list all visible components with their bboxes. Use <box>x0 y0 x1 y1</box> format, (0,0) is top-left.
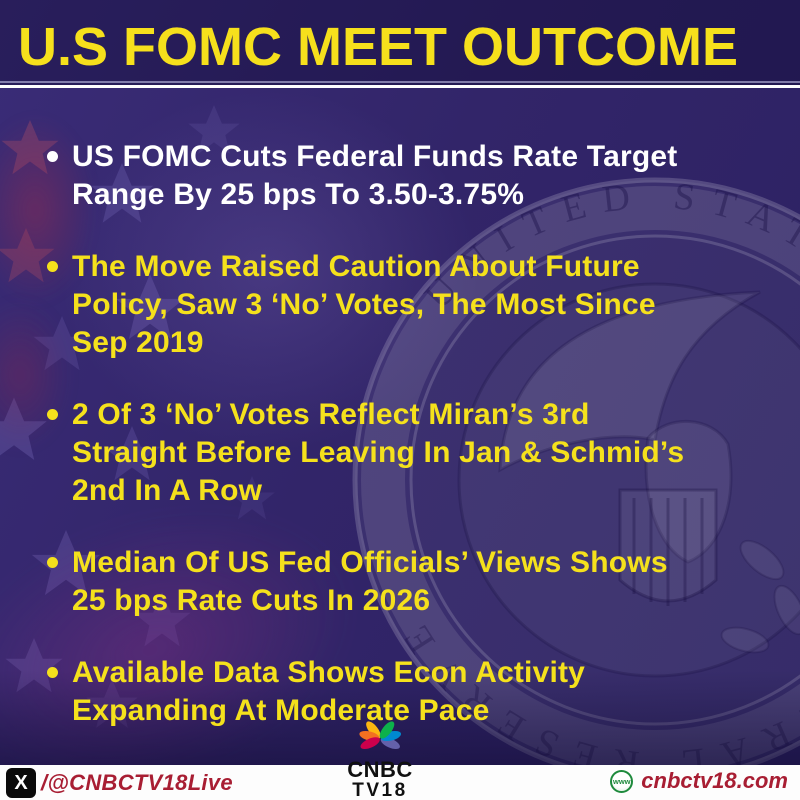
bullet-dot <box>47 261 58 272</box>
bullet-text: 2 Of 3 ‘No’ Votes Reflect Miran’s 3rd St… <box>72 398 685 507</box>
bullet-list: US FOMC Cuts Federal Funds Rate Target R… <box>0 138 800 764</box>
bullet-dot <box>47 409 58 420</box>
bullet-text: US FOMC Cuts Federal Funds Rate Target R… <box>72 140 678 211</box>
header-separator-thin <box>0 81 800 83</box>
bullet-dot <box>47 557 58 568</box>
bullet-text: Available Data Shows Econ Activity Expan… <box>72 656 586 727</box>
footer-website: www cnbctv18.com <box>610 768 788 794</box>
cnbc-tv18-logo: CNBC TV18 <box>347 718 413 800</box>
bullet-item: Median Of US Fed Officials’ Views Shows … <box>0 544 800 620</box>
x-twitter-icon[interactable]: X <box>6 768 36 798</box>
page-title: U.S FOMC MEET OUTCOME <box>18 17 738 77</box>
www-globe-icon[interactable]: www <box>610 769 634 793</box>
header-separator <box>0 85 800 88</box>
footer-bar <box>0 765 800 800</box>
bullet-dot <box>47 151 58 162</box>
bullet-item: 2 Of 3 ‘No’ Votes Reflect Miran’s 3rd St… <box>0 396 800 510</box>
bullet-item: US FOMC Cuts Federal Funds Rate Target R… <box>0 138 800 214</box>
bullet-item: Available Data Shows Econ Activity Expan… <box>0 654 800 730</box>
bullet-dot <box>47 667 58 678</box>
bullet-item: The Move Raised Caution About Future Pol… <box>0 248 800 362</box>
footer-social: X /@CNBCTV18Live <box>6 768 233 798</box>
bullet-text: The Move Raised Caution About Future Pol… <box>72 250 656 359</box>
bullet-text: Median Of US Fed Officials’ Views Shows … <box>72 546 668 617</box>
twitter-handle[interactable]: /@CNBCTV18Live <box>41 770 233 795</box>
cnbc-wordmark: CNBC <box>347 757 413 782</box>
tv18-wordmark: TV18 <box>352 780 408 800</box>
peacock-icon <box>359 721 401 750</box>
website-link[interactable]: cnbctv18.com <box>641 768 788 793</box>
